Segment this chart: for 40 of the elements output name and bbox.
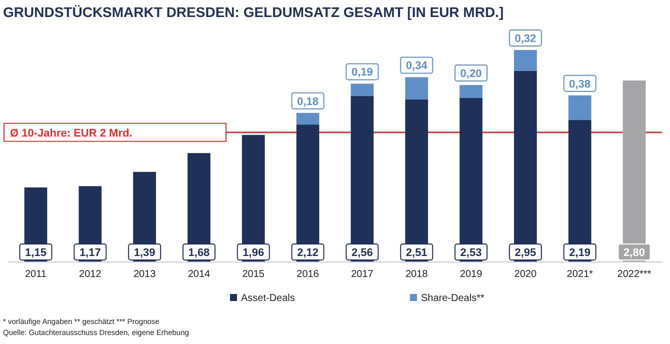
x-tick-label: 2015 [242,269,265,280]
chart-title: GRUNDSTÜCKSMARKT DRESDEN: GELDUMSATZ GESAMT [IN EUR MRD.] [3,4,504,20]
data-label: 1,15 [25,247,46,259]
x-tick-label: 2019 [460,269,483,280]
x-tick-label: 2021* [566,269,594,280]
data-label: 0,32 [514,33,536,45]
data-label: 2,51 [406,247,428,259]
bar [296,112,320,125]
data-label: 1,96 [242,247,264,259]
data-label: 0,19 [351,66,373,79]
data-label: 0,34 [406,60,428,72]
x-tick-label: 2014 [188,269,211,280]
bar [514,50,537,71]
data-label: 1,17 [79,247,101,259]
x-tick-label: 2012 [79,269,102,280]
legend-label: Share-Deals** [421,293,484,304]
x-tick-label: 2020 [514,269,537,280]
x-tick-label: 2018 [405,269,428,280]
x-tick-label: 2022*** [617,269,652,280]
bar [350,84,374,96]
x-tick-label: 2017 [351,269,374,280]
x-tick-label: 2011 [24,269,47,280]
data-label: 1,68 [188,247,210,259]
bar [568,95,592,120]
data-label: 0,18 [297,96,319,108]
data-label: 0,38 [569,78,591,90]
data-label: 2,95 [514,247,536,259]
data-label: 2,53 [460,247,482,259]
bar [460,85,482,98]
data-label: 0,20 [460,68,482,80]
data-label: 2,12 [297,247,319,259]
data-label: 2,19 [569,247,591,259]
data-label: 2,80 [624,247,645,259]
data-label: 2,56 [351,247,373,259]
x-tick-label: 2013 [133,269,156,280]
x-tick-label: 2016 [296,269,320,280]
bar [405,77,428,100]
data-label: 1,39 [134,247,156,259]
ref-line-label: Ø 10-Jahre: EUR 2 Mrd. [10,127,132,140]
legend-label: Asset-Deals [241,293,295,304]
